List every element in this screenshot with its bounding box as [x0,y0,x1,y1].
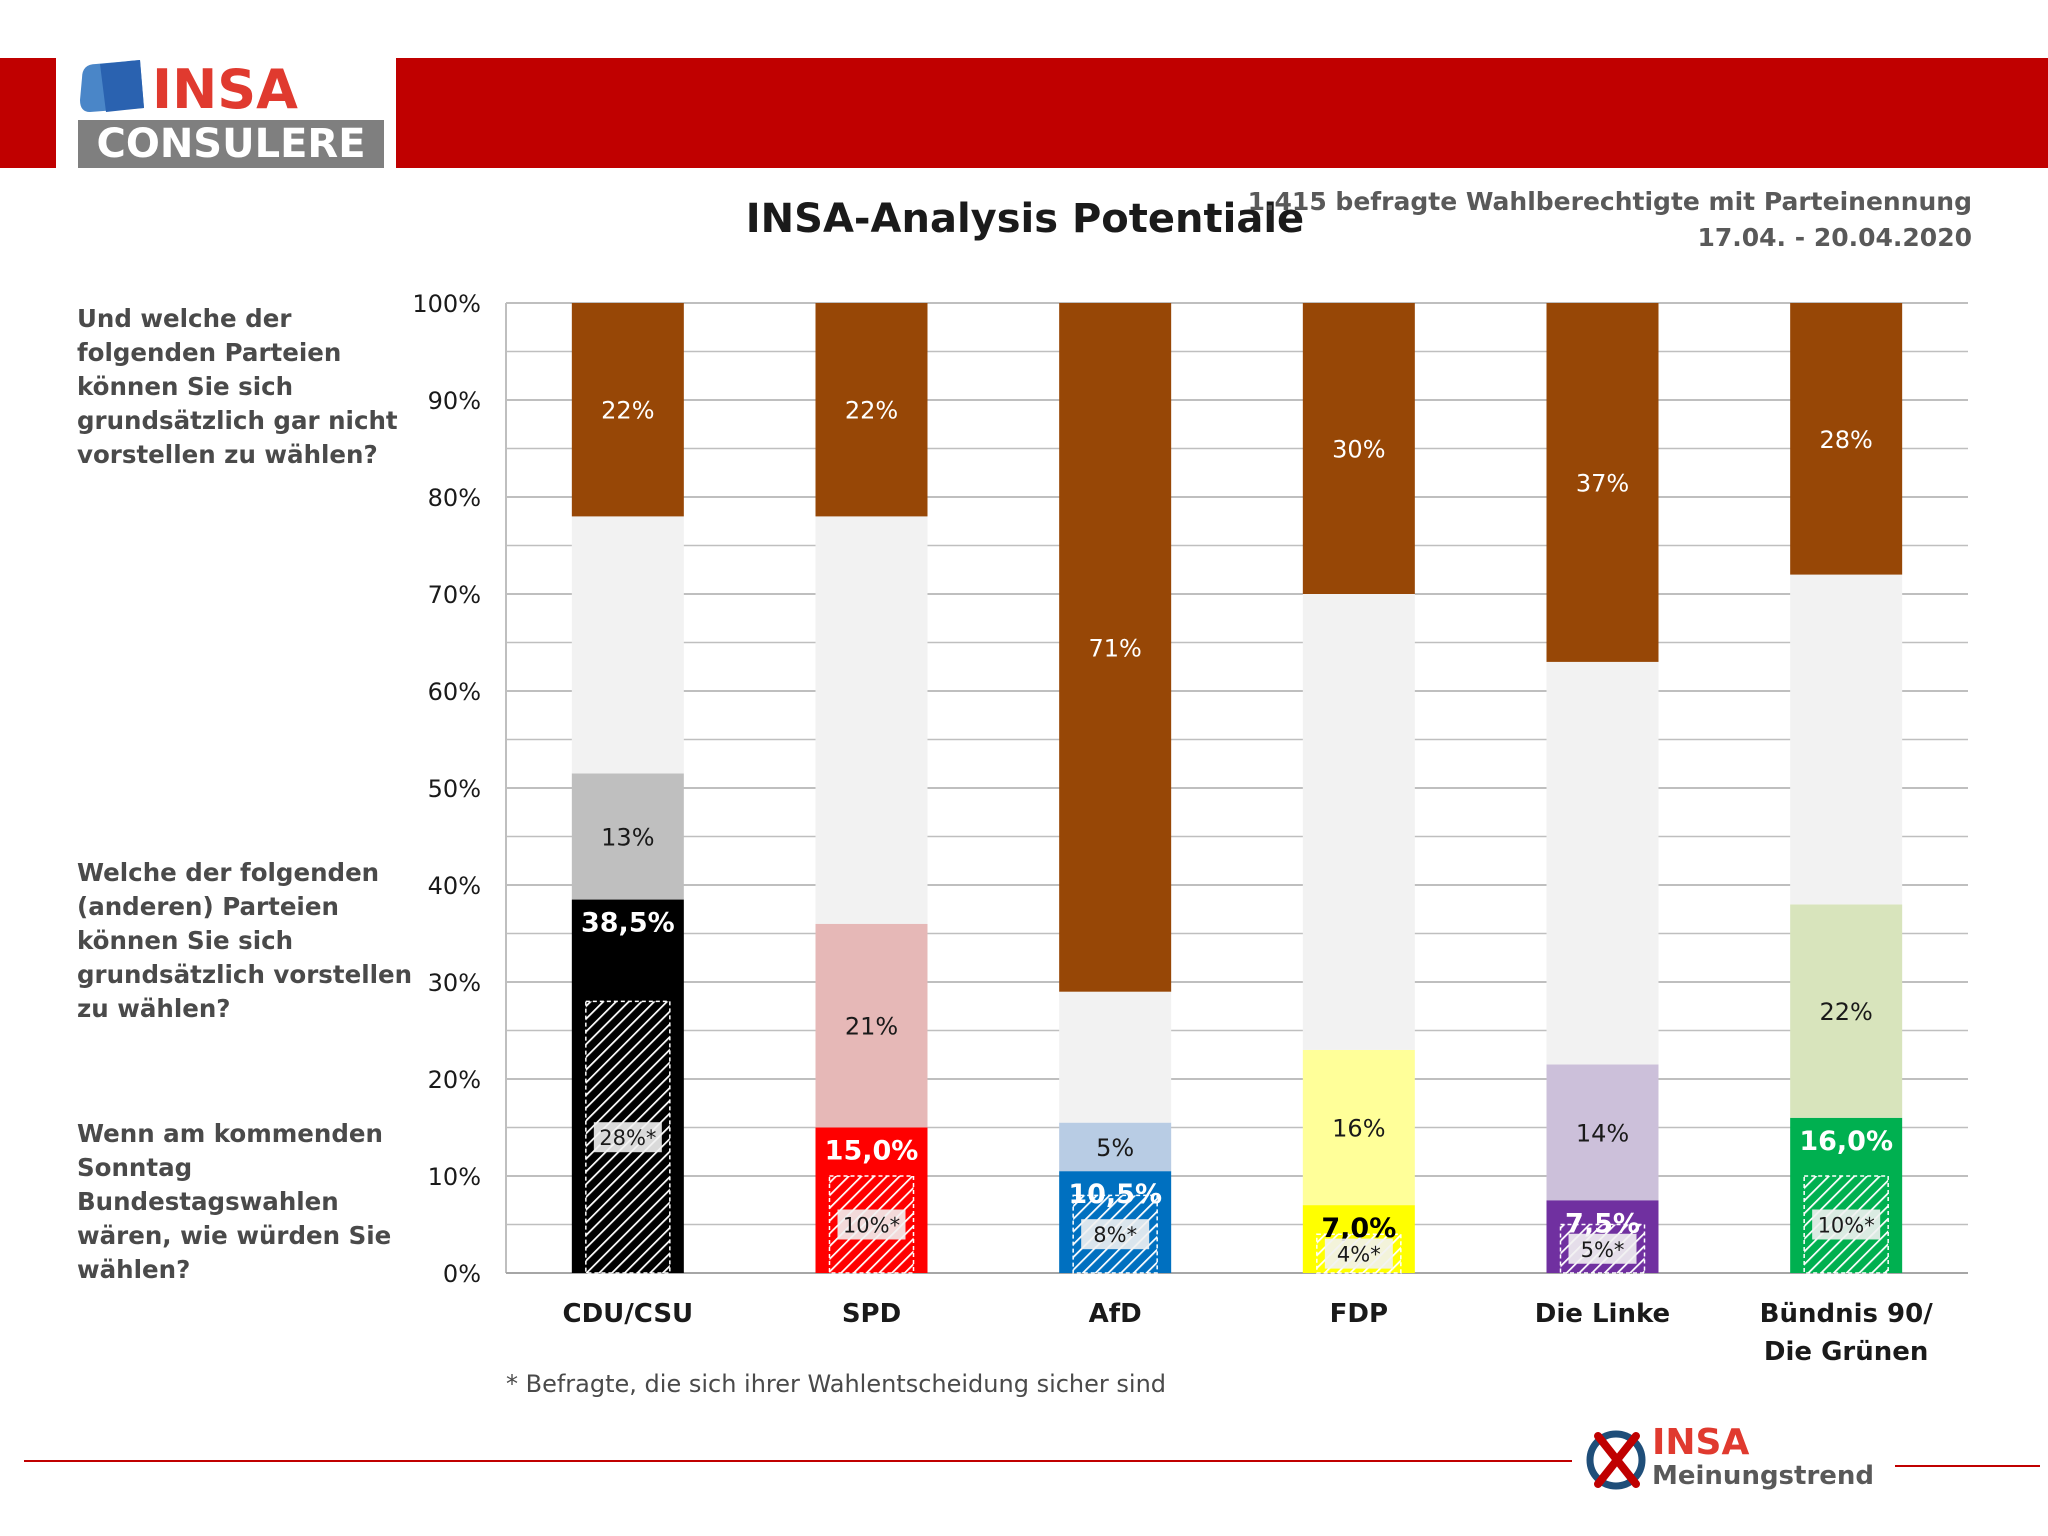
date-range: 17.04. - 20.04.2020 [1697,223,1972,252]
bar-reject [571,303,684,517]
sure-label: 10%* [843,1214,900,1238]
bar-potential [1790,904,1903,1118]
x-tick-label: FDP [1330,1299,1388,1329]
bar-reject [1302,303,1415,594]
sure-label-box [1568,1233,1637,1264]
sure-label-box [837,1209,906,1240]
insa-consulere-logo: INSA CONSULERE [72,56,390,172]
y-tick-label: 90% [428,387,481,415]
potential-label: 16% [1332,1115,1385,1143]
bar-reject [815,303,928,517]
question-vote: Wenn am kommenden Sonntag Bundestagswahl… [77,1119,392,1284]
y-tick-label: 20% [428,1066,481,1094]
reject-label: 28% [1819,426,1872,454]
bar-potential [1302,1049,1415,1206]
y-tick-label: 80% [428,484,481,512]
brand-meinungstrend-text: Meinungstrend [1652,1461,1874,1491]
brand-insa-text: INSA [1652,1424,1749,1463]
bar-reject [1059,303,1172,992]
sure-label-box [1812,1209,1881,1240]
reject-label: 37% [1576,469,1629,497]
header-bar-right [396,58,2048,168]
bar-neutral [815,516,928,924]
potential-label: 21% [845,1013,898,1041]
bar-potential [1059,1122,1172,1172]
chart-title: INSA-Analysis Potentiale [745,196,1305,242]
logo-consulere-text: CONSULERE [96,121,365,167]
bar-reject [1546,303,1659,662]
question-reject: Und welche der folgenden Parteien können… [77,304,398,469]
bar-neutral [1059,991,1172,1123]
footer-rule-right [1895,1465,2040,1467]
bar-neutral [1302,594,1415,1050]
bar-potential [815,923,928,1128]
bar-neutral [1790,574,1903,905]
reject-label: 22% [601,397,654,425]
potential-label: 5% [1096,1134,1134,1162]
footnote: * Befragte, die sich ihrer Wahlentscheid… [506,1370,1167,1398]
sure-label: 5%* [1581,1238,1625,1262]
x-tick-label: AfD [1089,1299,1142,1329]
y-tick-label: 100% [412,290,481,318]
x-tick-label: Bündnis 90/ [1760,1299,1934,1329]
x-tick-label: SPD [842,1299,901,1329]
footer-rule-left [24,1460,1572,1462]
x-tick-label: CDU/CSU [562,1299,693,1329]
x-tick-label: Die Grünen [1764,1337,1929,1367]
sure-label: 28%* [599,1126,656,1150]
y-tick-label: 30% [428,969,481,997]
reject-label: 22% [845,397,898,425]
x-tick-label: Die Linke [1535,1299,1670,1329]
bar-reject [1790,303,1903,575]
y-tick-label: 60% [428,678,481,706]
y-tick-label: 50% [428,775,481,803]
insa-meinungstrend-logo: INSA Meinungstrend [1586,1424,1874,1491]
sure-label-box [1324,1238,1393,1269]
sure-label: 4%* [1337,1243,1381,1267]
sure-label-box [1081,1219,1150,1250]
bar-neutral [571,516,684,774]
sure-label-box [593,1122,662,1153]
sure-label: 8%* [1093,1223,1137,1247]
vote-label: 15,0% [825,1136,919,1167]
y-tick-label: 40% [428,872,481,900]
reject-label: 71% [1088,634,1141,662]
bar-potential [571,773,684,900]
question-potential: Welche der folgenden (anderen) Parteien … [77,858,413,1023]
logo-insa-text: INSA [152,58,298,121]
potential-label: 14% [1576,1119,1629,1147]
survey-meta: 1.415 befragte Wahlberechtigte mit Parte… [1248,184,1972,256]
vote-label: 16,0% [1799,1126,1893,1157]
header-bar-left [0,58,56,168]
potential-label: 22% [1819,998,1872,1026]
reject-label: 30% [1332,436,1385,464]
sure-label: 10%* [1818,1214,1875,1238]
vote-label: 10,5% [1068,1179,1162,1210]
bar-potential [1546,1064,1659,1201]
potential-label: 13% [601,824,654,852]
y-tick-label: 70% [428,581,481,609]
y-tick-label: 0% [443,1260,481,1288]
y-tick-label: 10% [428,1163,481,1191]
sample-size: 1.415 befragte Wahlberechtigte mit Parte… [1247,187,1972,216]
vote-label: 38,5% [581,908,675,939]
bar-neutral [1546,661,1659,1065]
